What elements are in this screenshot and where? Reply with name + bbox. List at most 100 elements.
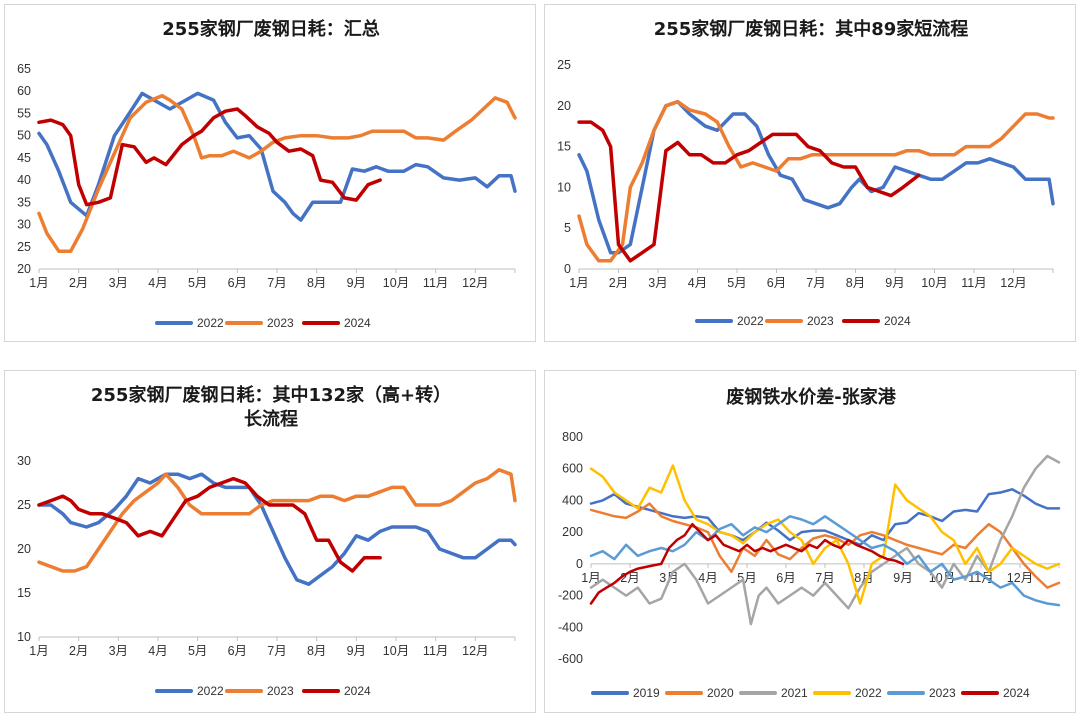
y-tick-label: 20 xyxy=(17,262,31,276)
x-tick-label: 2月 xyxy=(69,644,88,658)
chart-long-process: 255家钢厂废钢日耗：其中132家（高+转）长流程 10 15 20 25 30 1月 2月 3… xyxy=(17,384,517,698)
chart-title: 255家钢厂废钢日耗：其中89家短流程 xyxy=(654,18,969,40)
x-tick-label: 9月 xyxy=(347,276,366,290)
series-line-2020 xyxy=(589,502,1061,589)
x-tick-label: 10月 xyxy=(921,276,947,290)
y-tick-label: 400 xyxy=(562,493,583,507)
y-tick-label: 200 xyxy=(562,525,583,539)
x-tick-label: 6月 xyxy=(228,276,247,290)
x-tick-label: 12月 xyxy=(462,644,488,658)
legend-label-2023: 2023 xyxy=(929,686,956,700)
x-tick-label: 7月 xyxy=(815,571,834,585)
chart-panel-price-spread: 废钢铁水价差-张家港 -600 -400 -200 0 200 400 600 800 1月 2月 3… xyxy=(544,370,1076,713)
y-tick-label: 65 xyxy=(17,62,31,76)
y-tick-label: 0 xyxy=(576,557,583,571)
x-tick-label: 1月 xyxy=(569,276,588,290)
y-tick-label: -600 xyxy=(558,652,583,666)
legend-label-2024: 2024 xyxy=(1003,686,1030,700)
y-tick-label: 0 xyxy=(564,262,571,276)
x-tick-label: 10月 xyxy=(383,644,409,658)
legend-label-2023: 2023 xyxy=(267,684,294,698)
chart-panel-short-process: 255家钢厂废钢日耗：其中89家短流程 0 5 10 15 20 25 1月 2月 3月 4月 5月 6… xyxy=(544,4,1076,342)
chart-title: 长流程 xyxy=(244,408,298,430)
x-tick-label: 3月 xyxy=(109,644,128,658)
y-tick-label: 30 xyxy=(17,218,31,232)
x-tick-label: 8月 xyxy=(307,276,326,290)
series-line-2024 xyxy=(37,476,382,573)
chart-panel-long-process: 255家钢厂废钢日耗：其中132家（高+转） 长流程 10 15 20 25 30 1月 2月 3… xyxy=(4,370,536,713)
chart-short-process: 255家钢厂废钢日耗：其中89家短流程 0 5 10 15 20 25 1月 2月 3月 4月 5月 6… xyxy=(557,18,1055,328)
y-tick-label: 55 xyxy=(17,106,31,120)
y-tick-label: 800 xyxy=(562,430,583,444)
y-tick-label: 20 xyxy=(17,542,31,556)
y-tick-label: 30 xyxy=(17,454,31,468)
y-tick-label: 25 xyxy=(17,498,31,512)
x-tick-label: 3月 xyxy=(109,276,128,290)
x-tick-label: 4月 xyxy=(698,571,717,585)
legend-label-2022: 2022 xyxy=(197,684,224,698)
x-tick-label: 1月 xyxy=(29,276,48,290)
x-tick-label: 7月 xyxy=(806,276,825,290)
chart-title: 废钢铁水价差-张家港 xyxy=(726,386,896,408)
x-tick-label: 1月 xyxy=(581,571,600,585)
chart-title: 255家钢厂废钢日耗：汇总 xyxy=(162,18,380,40)
chart-title: 255家钢厂废钢日耗：其中132家（高+转） xyxy=(91,384,451,406)
legend-label-2022: 2022 xyxy=(197,316,224,330)
x-tick-label: 5月 xyxy=(188,644,207,658)
y-tick-label: 600 xyxy=(562,462,583,476)
x-tick-label: 2月 xyxy=(609,276,628,290)
x-tick-label: 12月 xyxy=(462,276,488,290)
y-tick-label: 10 xyxy=(557,180,571,194)
chart-panel-total: 255家钢厂废钢日耗：汇总 20 25 30 35 40 45 50 55 60 65 1月 2月 3月 4… xyxy=(4,4,536,342)
x-tick-label: 11月 xyxy=(423,644,448,658)
x-tick-label: 5月 xyxy=(727,276,746,290)
legend-label-2024: 2024 xyxy=(344,316,371,330)
legend-label-2022: 2022 xyxy=(855,686,882,700)
series-line-2022 xyxy=(589,464,1061,605)
x-tick-label: 1月 xyxy=(29,644,48,658)
y-tick-label: 20 xyxy=(557,99,571,113)
x-tick-label: 2月 xyxy=(69,276,88,290)
x-tick-label: 6月 xyxy=(776,571,795,585)
x-tick-label: 7月 xyxy=(267,644,286,658)
series-line-2022 xyxy=(37,91,517,222)
y-tick-label: 25 xyxy=(557,58,571,72)
x-tick-label: 12月 xyxy=(1007,571,1033,585)
legend-label-2019: 2019 xyxy=(633,686,660,700)
series-line-2024 xyxy=(589,522,905,605)
series-line-2021 xyxy=(589,454,1061,626)
chart-total-consumption: 255家钢厂废钢日耗：汇总 20 25 30 35 40 45 50 55 60 65 1月 2月 3月 4… xyxy=(17,18,517,330)
x-tick-label: 8月 xyxy=(307,644,326,658)
y-tick-label: -400 xyxy=(558,620,583,634)
x-tick-label: 3月 xyxy=(648,276,667,290)
series-line-2024 xyxy=(577,120,921,263)
x-tick-label: 9月 xyxy=(893,571,912,585)
x-tick-label: 4月 xyxy=(688,276,707,290)
x-tick-label: 12月 xyxy=(1000,276,1026,290)
y-tick-label: 10 xyxy=(17,630,31,644)
x-tick-label: 9月 xyxy=(885,276,904,290)
x-tick-label: 11月 xyxy=(961,276,986,290)
y-tick-label: 50 xyxy=(17,129,31,143)
y-tick-label: 45 xyxy=(17,151,31,165)
x-tick-label: 5月 xyxy=(188,276,207,290)
x-tick-label: 11月 xyxy=(423,276,448,290)
x-tick-label: 11月 xyxy=(968,571,993,585)
legend-label-2023: 2023 xyxy=(267,316,294,330)
x-tick-label: 10月 xyxy=(383,276,409,290)
y-tick-label: 35 xyxy=(17,195,31,209)
x-tick-label: 6月 xyxy=(767,276,786,290)
x-tick-label: 8月 xyxy=(846,276,865,290)
x-tick-label: 4月 xyxy=(148,644,167,658)
x-tick-label: 9月 xyxy=(347,644,366,658)
legend-label-2022: 2022 xyxy=(737,314,764,328)
series-line-2024 xyxy=(37,107,382,207)
legend-label-2024: 2024 xyxy=(344,684,371,698)
y-tick-label: 15 xyxy=(557,140,571,154)
legend-label-2023: 2023 xyxy=(807,314,834,328)
series-line-2023 xyxy=(37,468,517,573)
series-line-2022 xyxy=(37,472,517,586)
y-tick-label: 40 xyxy=(17,173,31,187)
series-line-2023 xyxy=(577,99,1055,263)
